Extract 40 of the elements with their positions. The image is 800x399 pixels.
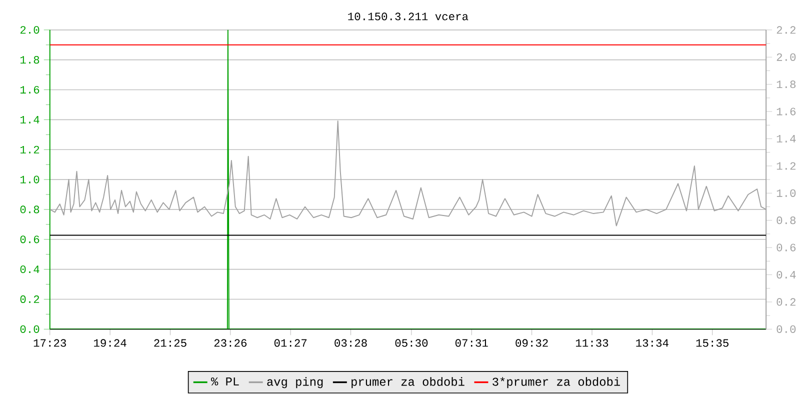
- x-tick-label: 19:24: [94, 339, 126, 347]
- y-tick-label: 0.6: [20, 236, 40, 244]
- x-tick-label: 15:35: [696, 339, 728, 347]
- x-tick-label: 11:33: [576, 339, 608, 347]
- y-tick-label: 0.4: [20, 266, 40, 274]
- x-tick-label: 17:23: [34, 339, 66, 347]
- y-tick-label: 1.0: [20, 176, 40, 184]
- y2-tick-label: 0.8: [776, 216, 796, 224]
- y2-tick-label: 0.0: [776, 325, 796, 333]
- y2-tick-label: 0.2: [776, 298, 796, 306]
- y-tick-label: 1.6: [20, 86, 40, 94]
- y2-tick-label: 1.4: [776, 135, 796, 142]
- x-tick-label: 01:27: [274, 339, 307, 347]
- y2-tick-label: 1.0: [776, 189, 796, 197]
- legend-label: prumer za obdobi: [352, 377, 464, 388]
- x-tick-label: 23:26: [214, 339, 247, 347]
- legend-label: 3*prumer za obdobi: [492, 377, 620, 388]
- x-tick-label: 07:31: [455, 339, 488, 347]
- y-tick-label: 2.0: [20, 26, 40, 34]
- y-tick-label: 0.8: [20, 206, 40, 214]
- x-tick-label: 13:34: [636, 339, 668, 347]
- x-tick-label: 05:30: [395, 339, 428, 347]
- legend-label: % PL: [210, 377, 239, 386]
- y2-tick-label: 1.8: [776, 80, 796, 88]
- y2-tick-label: 2.2: [776, 26, 796, 34]
- y-tick-label: 1.2: [20, 146, 40, 154]
- y-tick-label: 0.0: [20, 325, 40, 333]
- y-tick-label: 1.8: [20, 56, 40, 64]
- chart-title: 10.150.3.211 vcera: [348, 12, 468, 20]
- y2-tick-label: 0.4: [776, 270, 796, 279]
- y-tick-label: 1.4: [20, 116, 40, 124]
- x-tick-label: 09:32: [516, 339, 548, 347]
- legend-label: avg ping: [267, 377, 323, 388]
- y2-tick-label: 2.0: [776, 53, 796, 61]
- y-tick-label: 0.2: [20, 295, 40, 304]
- y2-tick-label: 1.2: [776, 162, 796, 170]
- y2-tick-label: 1.6: [776, 108, 796, 116]
- x-tick-label: 03:28: [334, 339, 367, 347]
- x-tick-label: 21:25: [154, 339, 186, 347]
- y2-tick-label: 0.6: [776, 244, 796, 252]
